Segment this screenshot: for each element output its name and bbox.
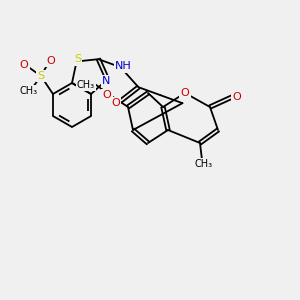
Text: NH: NH xyxy=(115,61,132,71)
Text: O: O xyxy=(181,88,189,98)
Text: O: O xyxy=(46,56,55,66)
Text: CH₃: CH₃ xyxy=(20,86,38,96)
Text: O: O xyxy=(111,98,120,108)
Text: CH₃: CH₃ xyxy=(77,80,95,90)
Text: O: O xyxy=(103,90,111,100)
Text: S: S xyxy=(74,55,81,64)
Text: S: S xyxy=(38,71,44,81)
Text: O: O xyxy=(20,60,28,70)
Text: N: N xyxy=(102,76,111,86)
Text: O: O xyxy=(232,92,242,102)
Text: CH₃: CH₃ xyxy=(195,159,213,169)
